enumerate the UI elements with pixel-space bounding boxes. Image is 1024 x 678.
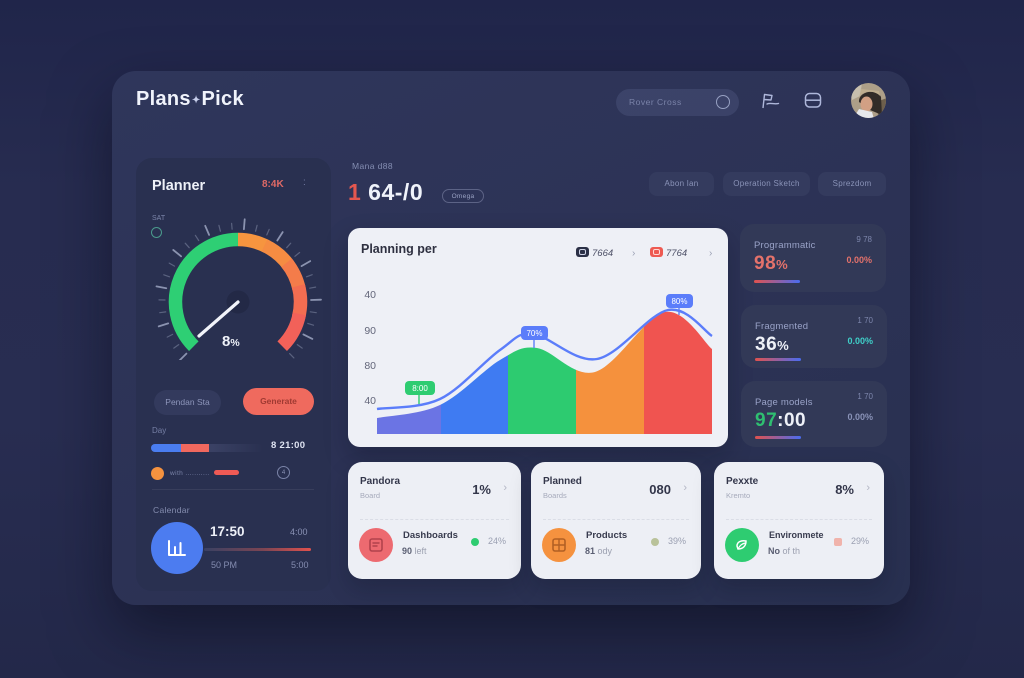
svg-text:›: › [709,248,712,259]
svg-text:40: 40 [364,395,376,407]
svg-text:7764: 7764 [666,248,687,259]
svg-text:›: › [632,248,635,259]
svg-text:70%: 70% [526,329,542,338]
svg-text:90: 90 [364,325,376,337]
svg-text:8:00: 8:00 [412,384,428,393]
svg-text:Planning per: Planning per [361,242,437,256]
svg-text:80: 80 [364,360,376,372]
svg-text:80%: 80% [671,297,687,306]
svg-text:40: 40 [364,289,376,301]
svg-text:7664: 7664 [592,248,613,259]
